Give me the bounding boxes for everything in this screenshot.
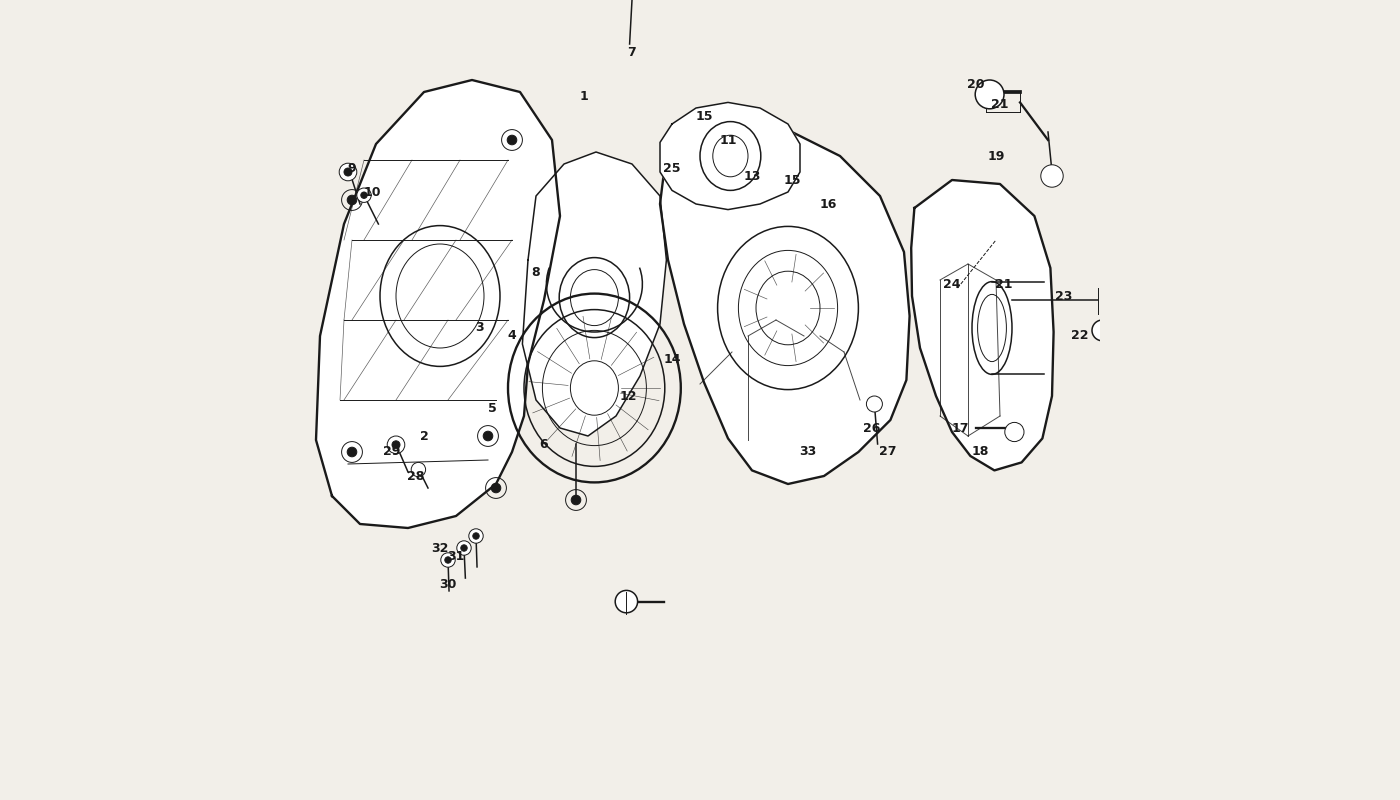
Circle shape	[339, 163, 357, 181]
Circle shape	[483, 431, 493, 441]
Circle shape	[347, 195, 357, 205]
Circle shape	[412, 462, 426, 477]
Circle shape	[571, 495, 581, 505]
Text: 33: 33	[799, 446, 816, 458]
Circle shape	[1005, 422, 1023, 442]
Circle shape	[491, 483, 501, 493]
Circle shape	[461, 545, 468, 551]
Text: 13: 13	[743, 170, 760, 182]
Text: 3: 3	[476, 322, 484, 334]
Text: 16: 16	[819, 198, 837, 210]
Text: 31: 31	[448, 550, 465, 562]
Circle shape	[456, 541, 472, 555]
Circle shape	[1092, 320, 1113, 341]
Text: 15: 15	[696, 110, 713, 122]
Text: 21: 21	[995, 278, 1012, 290]
Text: 12: 12	[619, 390, 637, 402]
Text: 8: 8	[532, 266, 540, 278]
Circle shape	[357, 188, 371, 202]
Text: 4: 4	[508, 330, 517, 342]
Text: 5: 5	[487, 402, 497, 414]
Polygon shape	[316, 80, 560, 528]
Text: 25: 25	[664, 162, 680, 174]
Text: 6: 6	[539, 438, 549, 450]
Text: 19: 19	[987, 150, 1005, 162]
Circle shape	[469, 529, 483, 543]
Text: 9: 9	[347, 162, 357, 174]
Circle shape	[507, 135, 517, 145]
Text: 1: 1	[580, 90, 588, 102]
Circle shape	[441, 553, 455, 567]
Polygon shape	[522, 152, 666, 436]
Polygon shape	[911, 180, 1054, 470]
Text: 27: 27	[879, 446, 897, 458]
Circle shape	[344, 168, 351, 176]
Text: 18: 18	[972, 446, 988, 458]
Text: 28: 28	[407, 470, 424, 482]
Circle shape	[1040, 165, 1063, 187]
Polygon shape	[659, 116, 910, 484]
Text: 10: 10	[363, 186, 381, 198]
Polygon shape	[659, 102, 799, 210]
Text: 30: 30	[440, 578, 456, 590]
Text: 7: 7	[627, 46, 637, 58]
Text: 21: 21	[991, 98, 1009, 110]
Circle shape	[976, 80, 1004, 109]
Text: 15: 15	[783, 174, 801, 186]
Text: 24: 24	[944, 278, 960, 290]
Text: 20: 20	[967, 78, 984, 90]
Circle shape	[473, 533, 479, 539]
Circle shape	[615, 590, 637, 613]
Text: 23: 23	[1056, 290, 1072, 302]
Text: 17: 17	[951, 422, 969, 434]
Text: 29: 29	[384, 446, 400, 458]
Text: 22: 22	[1071, 330, 1089, 342]
Circle shape	[867, 396, 882, 412]
Circle shape	[392, 441, 400, 449]
Circle shape	[445, 557, 451, 563]
Text: 14: 14	[664, 354, 680, 366]
Text: 32: 32	[431, 542, 448, 554]
Circle shape	[361, 192, 367, 198]
Text: 11: 11	[720, 134, 736, 146]
Text: 26: 26	[864, 422, 881, 434]
Text: 2: 2	[420, 430, 428, 442]
Circle shape	[388, 436, 405, 454]
Circle shape	[347, 447, 357, 457]
